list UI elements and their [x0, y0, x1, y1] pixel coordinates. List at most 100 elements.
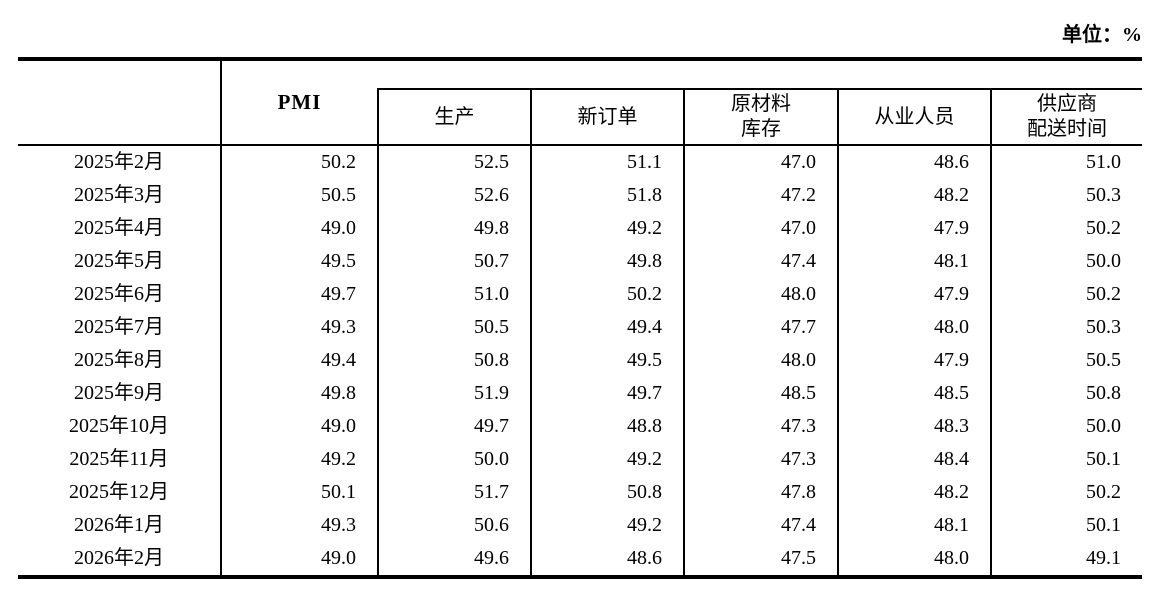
cell-raw-materials-inventory: 47.8: [683, 476, 837, 509]
cell-period: 2025年5月: [74, 250, 164, 272]
cell-supplier-delivery-time: 50.2: [990, 212, 1142, 245]
cell-new-orders: 50.2: [530, 278, 683, 311]
cell-period: 2025年8月: [74, 349, 164, 371]
cell-production: 49.8: [377, 212, 530, 245]
header-period-cell: [18, 61, 220, 144]
cell-employment: 47.9: [837, 344, 990, 377]
table-row: 2025年6月 49.7 51.0 50.2 48.0 47.9 50.2: [18, 278, 1142, 311]
cell-employment: 48.1: [837, 245, 990, 278]
cell-new-orders: 49.2: [530, 443, 683, 476]
cell-period: 2025年10月: [69, 415, 169, 437]
cell-supplier-delivery-time: 50.0: [990, 245, 1142, 278]
cell-production: 51.0: [377, 278, 530, 311]
table-row: 2026年1月 49.3 50.6 49.2 47.4 48.1 50.1: [18, 509, 1142, 542]
cell-raw-materials-inventory: 47.5: [683, 542, 837, 575]
cell-pmi: 49.0: [220, 212, 377, 245]
cell-pmi: 49.0: [220, 542, 377, 575]
cell-pmi: 49.8: [220, 377, 377, 410]
cell-period: 2025年7月: [74, 316, 164, 338]
cell-raw-materials-inventory: 48.0: [683, 278, 837, 311]
table-row: 2025年8月 49.4 50.8 49.5 48.0 47.9 50.5: [18, 344, 1142, 377]
cell-raw-materials-inventory: 47.4: [683, 245, 837, 278]
cell-new-orders: 49.8: [530, 245, 683, 278]
table-row: 2025年12月 50.1 51.7 50.8 47.8 48.2 50.2: [18, 476, 1142, 509]
cell-period: 2025年12月: [69, 481, 169, 503]
cell-raw-materials-inventory: 48.5: [683, 377, 837, 410]
table-row: 2025年9月 49.8 51.9 49.7 48.5 48.5 50.8: [18, 377, 1142, 410]
cell-period: 2025年11月: [69, 448, 169, 470]
cell-pmi: 49.7: [220, 278, 377, 311]
table-row: 2025年2月 50.2 52.5 51.1 47.0 48.6 51.0: [18, 146, 1142, 179]
cell-employment: 48.6: [837, 146, 990, 179]
cell-employment: 48.2: [837, 179, 990, 212]
column-header-supplier-delivery-time: 供应商 配送时间: [990, 90, 1142, 144]
cell-production: 49.7: [377, 410, 530, 443]
cell-production: 50.8: [377, 344, 530, 377]
cell-production: 51.9: [377, 377, 530, 410]
cell-production: 50.7: [377, 245, 530, 278]
cell-pmi: 50.1: [220, 476, 377, 509]
cell-supplier-delivery-time: 50.1: [990, 443, 1142, 476]
cell-new-orders: 48.6: [530, 542, 683, 575]
cell-employment: 47.9: [837, 278, 990, 311]
column-header-raw-materials-inventory: 原材料 库存: [683, 90, 837, 144]
cell-production: 51.7: [377, 476, 530, 509]
cell-pmi: 49.0: [220, 410, 377, 443]
cell-employment: 48.3: [837, 410, 990, 443]
cell-raw-materials-inventory: 48.0: [683, 344, 837, 377]
cell-employment: 48.0: [837, 311, 990, 344]
cell-period: 2025年2月: [74, 151, 164, 173]
cell-new-orders: 49.2: [530, 212, 683, 245]
cell-supplier-delivery-time: 50.1: [990, 509, 1142, 542]
cell-employment: 48.5: [837, 377, 990, 410]
cell-supplier-delivery-time: 50.2: [990, 476, 1142, 509]
table-body: 2025年2月 50.2 52.5 51.1 47.0 48.6 51.0 2025年3月 50…: [18, 146, 1142, 575]
cell-employment: 47.9: [837, 212, 990, 245]
table-header: PMI 生产 新订单 原材料 库存 从业人员 供应商 配送时间: [18, 61, 1142, 146]
table-row: 2026年2月 49.0 49.6 48.6 47.5 48.0 49.1: [18, 542, 1142, 575]
cell-supplier-delivery-time: 50.2: [990, 278, 1142, 311]
cell-raw-materials-inventory: 47.3: [683, 443, 837, 476]
cell-production: 52.5: [377, 146, 530, 179]
cell-raw-materials-inventory: 47.7: [683, 311, 837, 344]
header-spacer: [377, 61, 1142, 88]
cell-employment: 48.4: [837, 443, 990, 476]
cell-raw-materials-inventory: 47.3: [683, 410, 837, 443]
table-row: 2025年3月 50.5 52.6 51.8 47.2 48.2 50.3: [18, 179, 1142, 212]
cell-pmi: 49.4: [220, 344, 377, 377]
sub-index-header-group: 生产 新订单 原材料 库存 从业人员 供应商 配送时间: [377, 61, 1142, 144]
cell-raw-materials-inventory: 47.2: [683, 179, 837, 212]
table-row: 2025年7月 49.3 50.5 49.4 47.7 48.0 50.3: [18, 311, 1142, 344]
cell-pmi: 50.5: [220, 179, 377, 212]
cell-pmi: 49.2: [220, 443, 377, 476]
cell-employment: 48.0: [837, 542, 990, 575]
column-header-production: 生产: [377, 90, 530, 144]
cell-supplier-delivery-time: 49.1: [990, 542, 1142, 575]
cell-new-orders: 48.8: [530, 410, 683, 443]
cell-new-orders: 49.7: [530, 377, 683, 410]
cell-raw-materials-inventory: 47.0: [683, 146, 837, 179]
cell-new-orders: 49.2: [530, 509, 683, 542]
pmi-table: PMI 生产 新订单 原材料 库存 从业人员 供应商 配送时间 2025年2月 50.2 5…: [18, 57, 1142, 579]
cell-period: 2025年3月: [74, 184, 164, 206]
cell-supplier-delivery-time: 50.0: [990, 410, 1142, 443]
cell-new-orders: 51.8: [530, 179, 683, 212]
cell-pmi: 49.3: [220, 509, 377, 542]
table-row: 2025年11月 49.2 50.0 49.2 47.3 48.4 50.1: [18, 443, 1142, 476]
cell-pmi: 49.3: [220, 311, 377, 344]
cell-supplier-delivery-time: 50.5: [990, 344, 1142, 377]
column-header-new-orders: 新订单: [530, 90, 683, 144]
cell-employment: 48.2: [837, 476, 990, 509]
sub-index-headers: 生产 新订单 原材料 库存 从业人员 供应商 配送时间: [377, 88, 1142, 144]
cell-period: 2026年1月: [74, 514, 164, 536]
cell-supplier-delivery-time: 51.0: [990, 146, 1142, 179]
cell-period: 2025年4月: [74, 217, 164, 239]
cell-supplier-delivery-time: 50.3: [990, 179, 1142, 212]
cell-supplier-delivery-time: 50.3: [990, 311, 1142, 344]
table-row: 2025年5月 49.5 50.7 49.8 47.4 48.1 50.0: [18, 245, 1142, 278]
cell-supplier-delivery-time: 50.8: [990, 377, 1142, 410]
cell-period: 2025年9月: [74, 382, 164, 404]
cell-raw-materials-inventory: 47.4: [683, 509, 837, 542]
table-row: 2025年10月 49.0 49.7 48.8 47.3 48.3 50.0: [18, 410, 1142, 443]
cell-pmi: 50.2: [220, 146, 377, 179]
